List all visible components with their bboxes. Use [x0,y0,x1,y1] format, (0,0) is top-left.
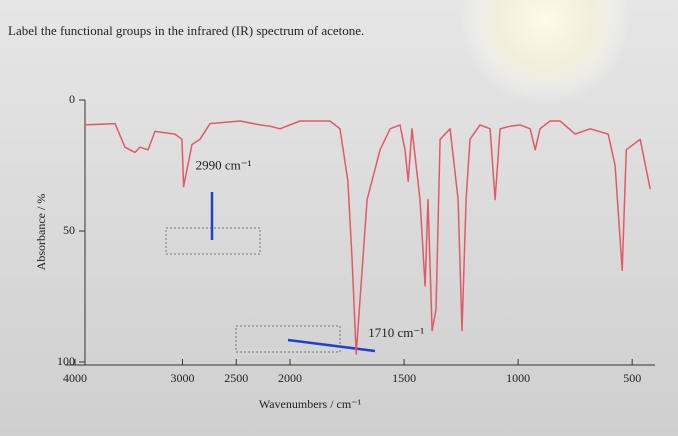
x-axis-label: Wavenumbers / cm⁻¹ [259,397,362,411]
annotation: 2990 cm⁻¹ [196,157,252,172]
spectrum-line [84,120,651,355]
x-tick-label: 2500 [224,371,248,385]
y-axis-label: Absorbance / % [34,194,48,271]
y-tick-label: 100 [57,354,75,368]
x-tick-label: 1000 [506,371,530,385]
x-tick-label: 3000 [171,371,195,385]
x-tick-label: 4000 [63,371,87,385]
chart-title: Label the functional groups in the infra… [8,23,364,38]
y-tick-label: 0 [69,92,75,106]
y-tick-label: 50 [63,223,75,237]
x-tick-label: 500 [623,371,641,385]
x-tick-label: 1500 [392,371,416,385]
glare [460,0,630,105]
pointer-line [287,338,376,353]
annotation: 1710 cm⁻¹ [368,325,424,340]
drop-target[interactable] [235,325,341,353]
x-tick-label: 2000 [278,371,302,385]
